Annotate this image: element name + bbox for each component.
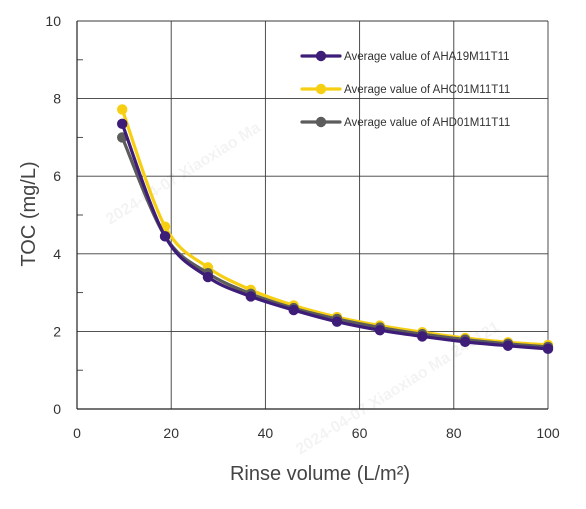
data-point <box>331 316 343 327</box>
data-point <box>459 336 471 348</box>
x-tick-label: 0 <box>73 425 81 441</box>
data-point <box>159 231 171 242</box>
data-point <box>288 304 299 316</box>
x-tick-label: 100 <box>536 425 560 441</box>
series-line <box>120 107 550 347</box>
legend-swatch-marker <box>315 116 327 128</box>
y-tick-label: 2 <box>53 323 61 339</box>
legend-swatch-marker <box>315 50 327 62</box>
x-tick-label: 20 <box>163 425 179 441</box>
grid <box>77 20 549 409</box>
watermark-layer: 2024-04-07 Xiaoxiao Ma2024-04-07 Xiaoxia… <box>103 119 503 458</box>
x-axis-title: Rinse volume (L/m²) <box>230 463 410 485</box>
data-point <box>202 271 214 283</box>
x-tick-label: 40 <box>258 425 274 441</box>
series-layer <box>117 104 554 355</box>
legend-label: Average value of AHC01M11T11 <box>344 84 510 96</box>
data-point <box>117 118 128 130</box>
axes <box>76 21 548 410</box>
legend-item: Average value of AHC01M11T11 <box>300 83 510 96</box>
data-point <box>245 291 256 302</box>
data-point <box>417 331 428 342</box>
data-point <box>374 325 386 336</box>
y-axis-title: TOC (mg/L) <box>18 161 40 266</box>
y-tick-label: 0 <box>53 401 61 417</box>
y-tick-label: 8 <box>53 91 61 107</box>
y-tick-label: 6 <box>53 168 61 184</box>
x-tick-label: 60 <box>352 425 368 441</box>
y-tick-label: 4 <box>53 246 61 262</box>
legend-swatch-marker <box>315 83 327 95</box>
y-tick-label: 10 <box>45 13 61 29</box>
legend-item: Average value of AHA19M11T11 <box>300 50 510 63</box>
legend-label: Average value of AHA19M11T11 <box>344 51 510 63</box>
data-point <box>542 343 554 355</box>
data-point <box>502 340 514 351</box>
x-tick-label: 80 <box>446 425 462 441</box>
legend: Average value of AHA19M11T11 Average valu… <box>300 50 510 129</box>
series-group <box>117 118 554 355</box>
legend-item: Average value of AHD01M11T11 <box>300 116 510 129</box>
data-point <box>117 104 128 115</box>
tick-labels: 0 20 40 60 80 100 0 2 4 6 8 10 <box>45 13 559 441</box>
legend-label: Average value of AHD01M11T11 <box>344 117 510 129</box>
series-group <box>117 104 554 351</box>
